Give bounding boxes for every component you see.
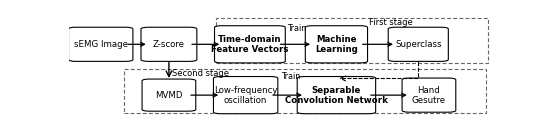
- Text: First stage: First stage: [368, 18, 412, 27]
- FancyBboxPatch shape: [214, 26, 285, 63]
- FancyBboxPatch shape: [388, 27, 448, 61]
- Text: Z-score: Z-score: [153, 40, 185, 49]
- Text: Hand
Gesutre: Hand Gesutre: [412, 86, 446, 105]
- Text: Superclass: Superclass: [395, 40, 442, 49]
- Text: sEMG Image: sEMG Image: [74, 40, 128, 49]
- Text: Separable
Convolution Network: Separable Convolution Network: [285, 86, 388, 105]
- Text: MVMD: MVMD: [155, 91, 183, 100]
- FancyBboxPatch shape: [69, 27, 133, 61]
- FancyBboxPatch shape: [213, 77, 278, 114]
- FancyBboxPatch shape: [305, 26, 367, 63]
- FancyBboxPatch shape: [142, 79, 196, 111]
- Text: Train: Train: [280, 72, 300, 81]
- FancyBboxPatch shape: [402, 78, 456, 112]
- Text: Low-frequency
oscillation: Low-frequency oscillation: [214, 86, 277, 105]
- Text: Machine
Learning: Machine Learning: [315, 35, 358, 54]
- Text: Second stage: Second stage: [172, 69, 229, 78]
- Text: Time-domain
Feature Vectors: Time-domain Feature Vectors: [211, 35, 289, 54]
- FancyBboxPatch shape: [141, 27, 197, 61]
- FancyBboxPatch shape: [297, 77, 376, 114]
- Text: Train: Train: [287, 24, 306, 33]
